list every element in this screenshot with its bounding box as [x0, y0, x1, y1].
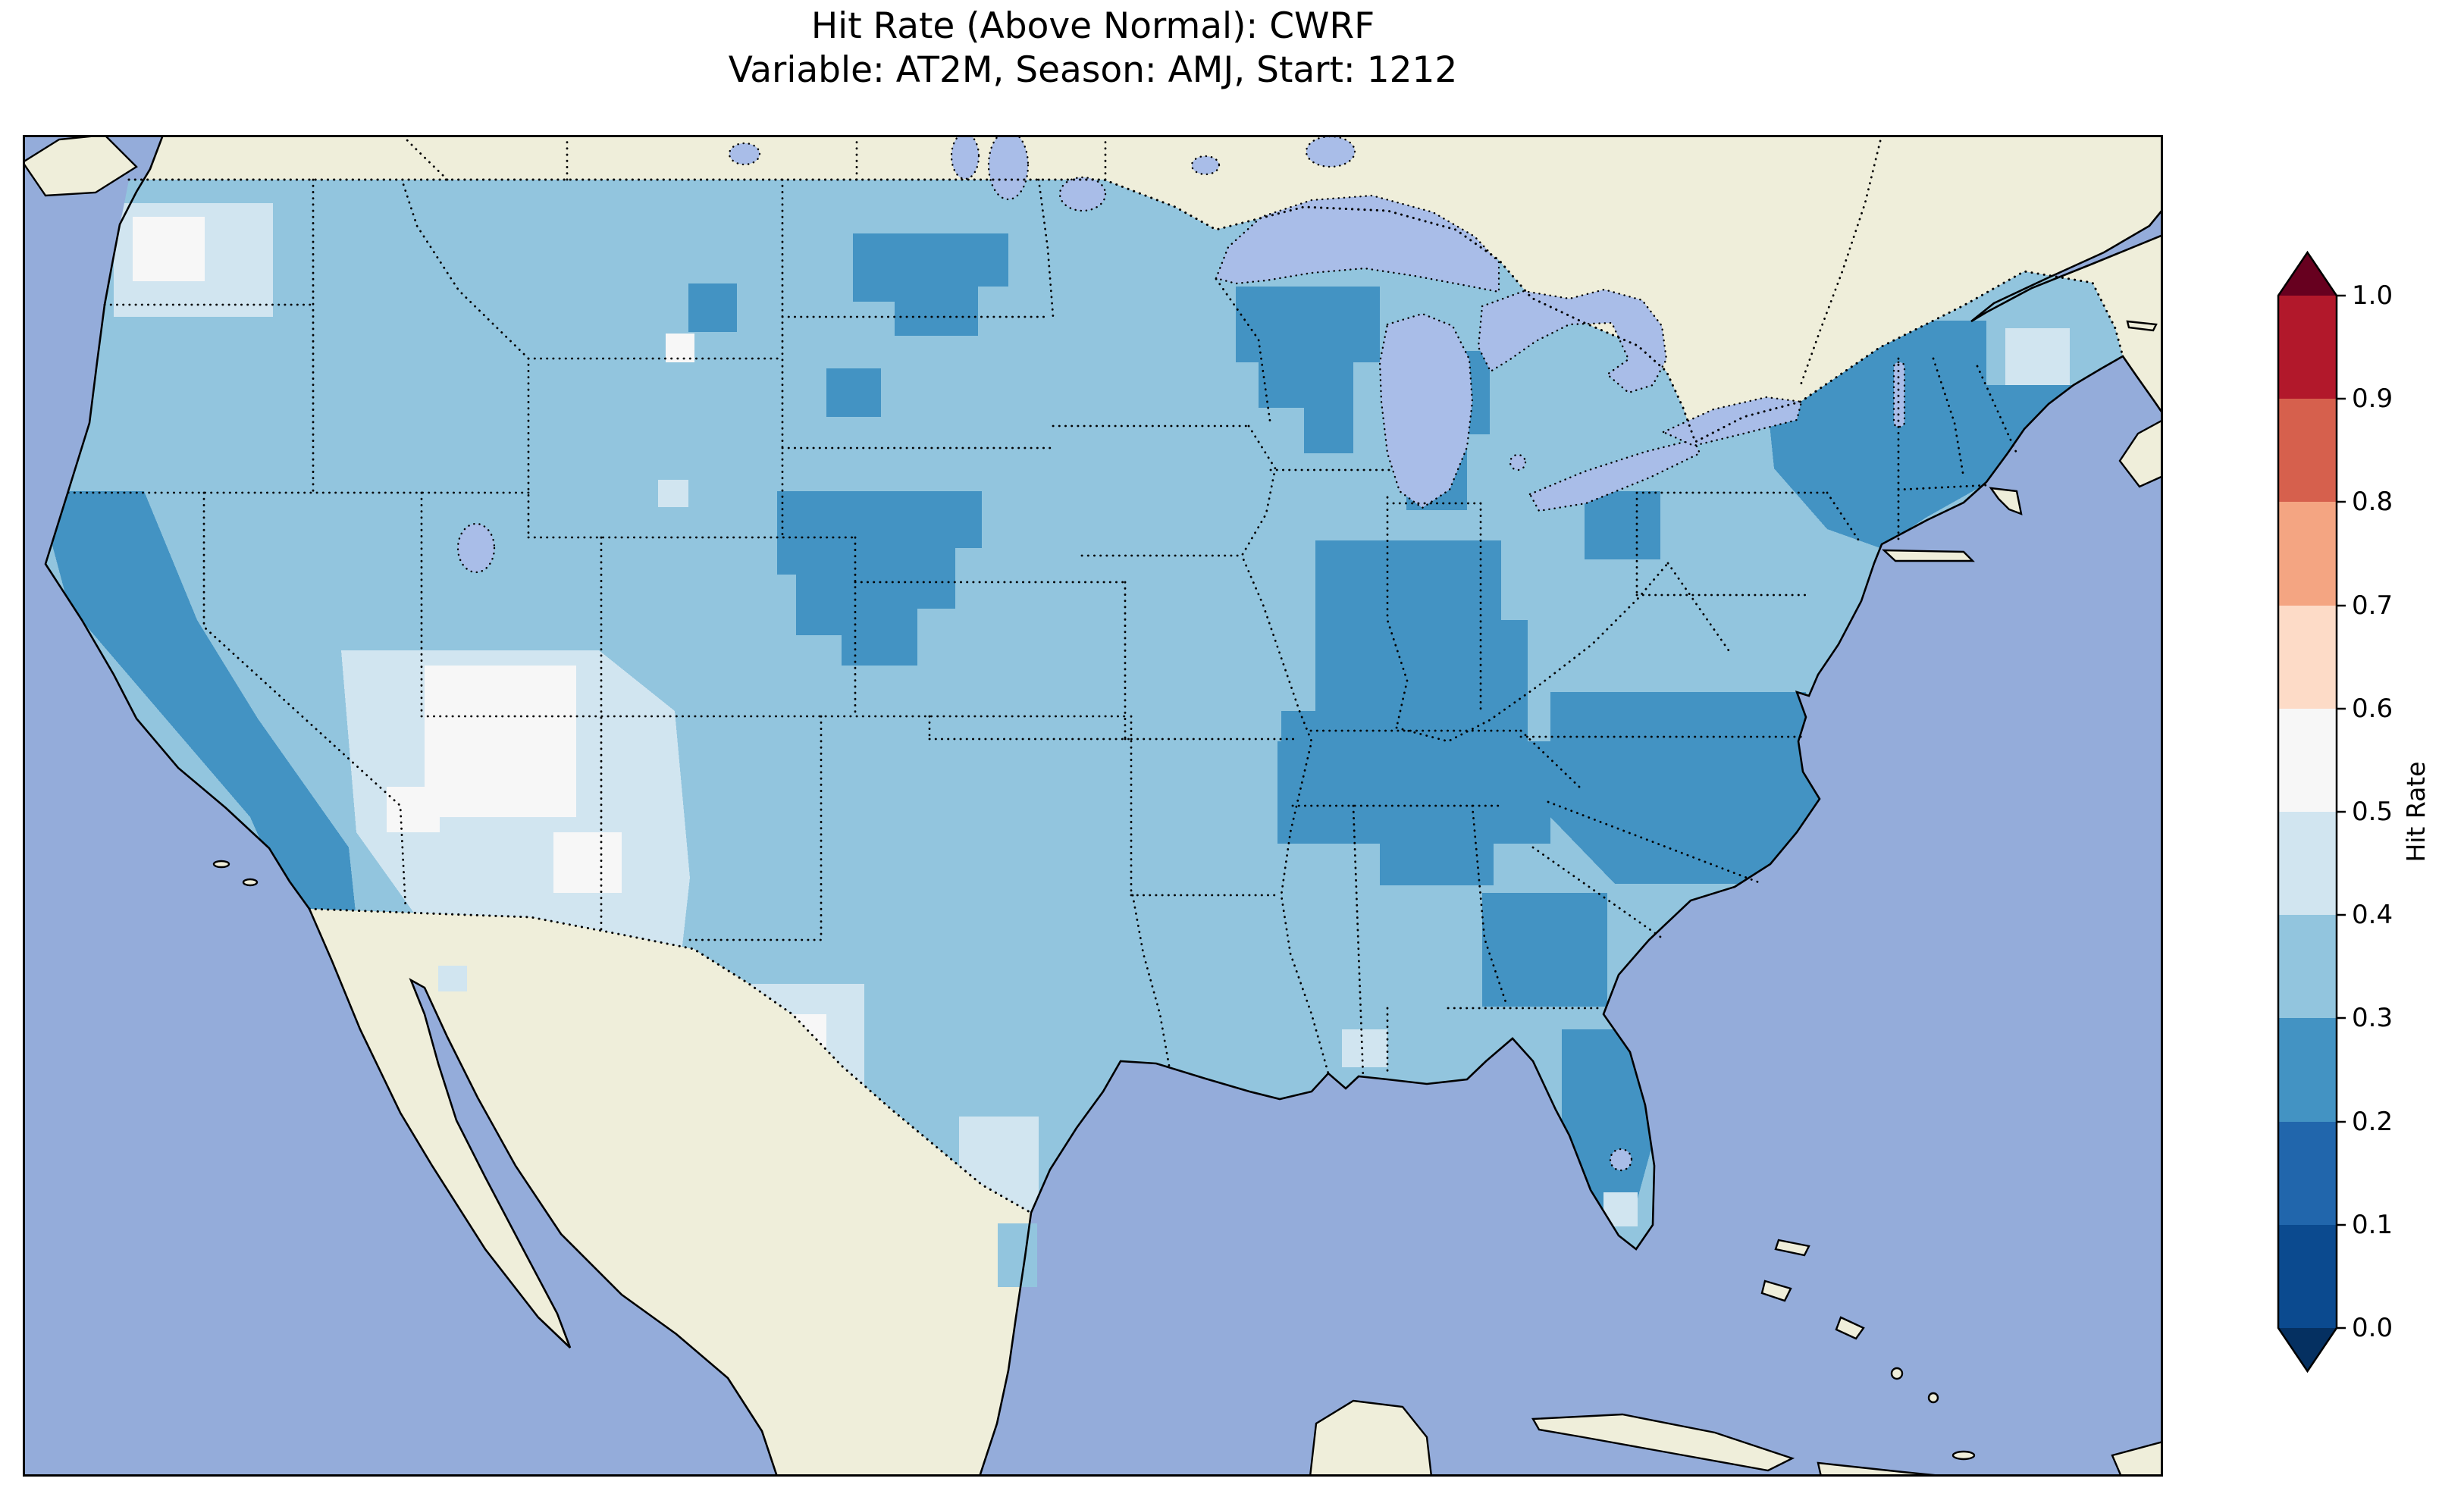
- lake-of-the-woods: [1058, 176, 1107, 212]
- lake-superior: [1215, 194, 1500, 293]
- lake-nipigon: [1305, 135, 1356, 168]
- title-line-2: Variable: AT2M, Season: AMJ, Start: 1212: [728, 49, 1458, 91]
- colorbar-tick-label: 0.2: [2352, 1107, 2393, 1137]
- colorbar-tick-labels: 1.0 0.9 0.8 0.7 0.6 0.5 0.4 0.3 0.2 0.1 …: [2352, 280, 2393, 1343]
- figure-title: Hit Rate (Above Normal): CWRF Variable: …: [23, 5, 2163, 92]
- jamaica: [1951, 1450, 1976, 1461]
- title-line-1: Hit Rate (Above Normal): CWRF: [810, 5, 1375, 47]
- great-salt-lake: [456, 522, 496, 574]
- hit-rate-data-layer: [45, 180, 2123, 1249]
- lake-ontario: [1661, 396, 1803, 447]
- colorbar-tick-label: 0.1: [2352, 1210, 2393, 1240]
- colorbar-extend-triangle-bottom: [2278, 1328, 2337, 1371]
- bahama-island-3: [1890, 1367, 1904, 1380]
- canadian-lake: [728, 142, 761, 166]
- colorbar-tick-label: 0.4: [2352, 900, 2393, 930]
- offshore-data-cells: [438, 966, 1037, 1287]
- grand-bahama: [1774, 1239, 1810, 1257]
- lake-michigan: [1378, 312, 1474, 509]
- colorbar-tick-label: 0.8: [2352, 487, 2393, 517]
- bahama-island-4: [1927, 1392, 1939, 1404]
- lake-huron: [1477, 288, 1668, 394]
- cuba-west: [1531, 1413, 1795, 1472]
- prince-edward-island: [2126, 320, 2158, 332]
- colorbar-tick-label: 0.0: [2352, 1313, 2393, 1343]
- long-island: [1881, 549, 1975, 562]
- data-bin-05-06-patches: [133, 217, 826, 1056]
- lake-st-clair: [1509, 453, 1527, 471]
- colorbar-tick-label: 0.9: [2352, 384, 2393, 414]
- channel-island-1: [212, 860, 230, 869]
- colorbar: 1.0 0.9 0.8 0.7 0.6 0.5 0.4 0.3 0.2 0.1 …: [2244, 227, 2464, 1410]
- colorbar-tick-marks: [2337, 294, 2346, 1330]
- us-hit-rate-map: [21, 130, 2165, 1478]
- bahama-island-2: [1835, 1316, 1865, 1340]
- vancouver-island: [21, 133, 138, 197]
- colorbar-extend-triangle-top: [2278, 252, 2337, 296]
- colorbar-svg: 1.0 0.9 0.8 0.7 0.6 0.5 0.4 0.3 0.2 0.1 …: [2277, 250, 2431, 1373]
- colorbar-tick-label: 0.6: [2352, 694, 2393, 724]
- colorbar-tick-label: 0.5: [2352, 797, 2393, 827]
- map-axes: [21, 130, 2165, 1478]
- lake-erie: [1528, 438, 1701, 512]
- canadian-lake-2: [1190, 155, 1221, 176]
- colorbar-tick-label: 0.3: [2352, 1003, 2393, 1033]
- colorbar-bins: [2277, 250, 2338, 1373]
- coastline-layer: [21, 133, 2165, 1478]
- lake-okeechobee: [1609, 1148, 1633, 1172]
- national-borders-layer: [127, 178, 2124, 1214]
- colorbar-axis-label: Hit Rate: [2401, 761, 2431, 862]
- lakes-layer: [456, 130, 1906, 1172]
- colorbar-tick-label: 1.0: [2352, 280, 2393, 311]
- lake-manitoba: [950, 132, 980, 180]
- colorbar-tick-label: 0.7: [2352, 590, 2393, 621]
- cape-cod: [1989, 487, 2023, 515]
- lake-winnipeg: [987, 130, 1030, 201]
- map-frame: [23, 135, 2163, 1477]
- state-borders-layer: [67, 178, 2018, 1080]
- lake-champlain: [1892, 361, 1906, 428]
- channel-island-2: [242, 878, 259, 887]
- bahama-island-1: [1760, 1279, 1792, 1302]
